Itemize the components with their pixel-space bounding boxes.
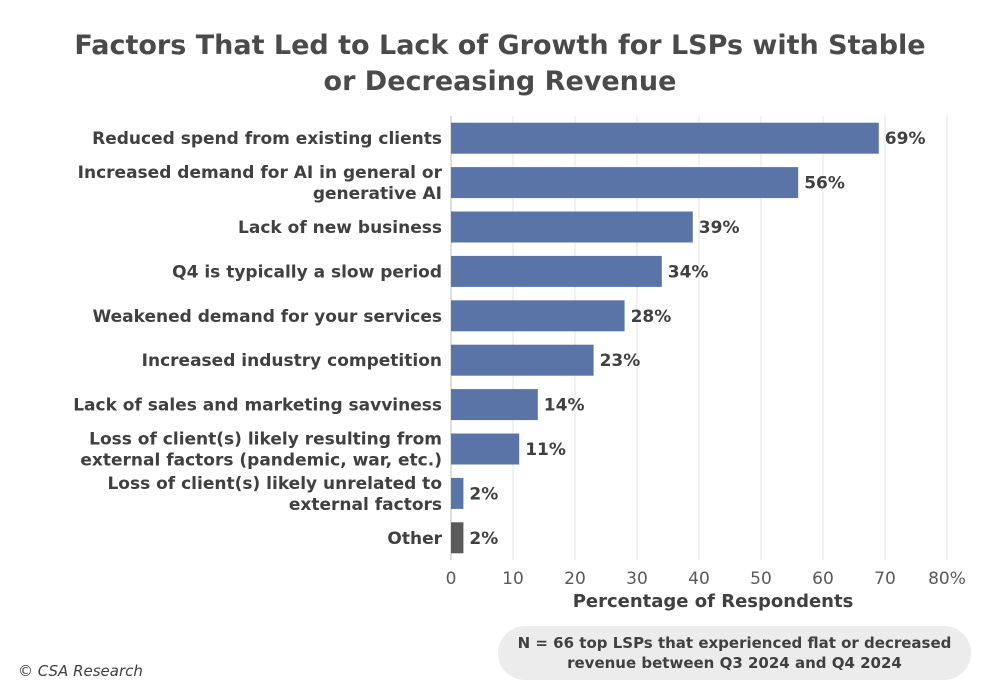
category-label: Increased demand for AI in general or [78, 163, 443, 183]
bar [451, 122, 879, 154]
category-label: external factors (pandemic, war, etc.) [80, 451, 442, 471]
x-tick-label: 80% [928, 569, 966, 589]
data-label: 14% [544, 396, 585, 416]
bar [451, 522, 464, 554]
data-label: 39% [699, 218, 740, 238]
copyright-credit: © CSA Research [18, 662, 143, 680]
data-label: 56% [804, 174, 845, 194]
bar [451, 389, 538, 421]
category-label: Increased industry competition [142, 351, 442, 371]
category-label: Loss of client(s) likely unrelated to [107, 474, 442, 494]
data-label: 2% [469, 484, 498, 504]
data-label: 34% [668, 262, 709, 282]
x-axis-title: Percentage of Respondents [573, 591, 854, 612]
category-label: Other [387, 529, 442, 549]
bar [451, 255, 662, 287]
data-label: 11% [525, 440, 566, 460]
chart-title: Factors That Led to Lack of Growth for L… [0, 28, 1000, 100]
chart-title-line-2: or Decreasing Revenue [323, 66, 677, 97]
sample-size-note: N = 66 top LSPs that experienced flat or… [498, 626, 971, 680]
data-label: 28% [631, 307, 672, 327]
category-label: Reduced spend from existing clients [92, 129, 442, 149]
x-tick-label: 0 [446, 569, 457, 589]
data-label: 23% [600, 351, 641, 371]
data-label: 69% [885, 129, 926, 149]
category-label: Lack of sales and marketing savviness [73, 396, 442, 416]
category-label: Weakened demand for your services [92, 307, 442, 327]
x-tick-label: 40 [688, 569, 710, 589]
x-tick-label: 50 [750, 569, 772, 589]
x-tick-label: 70 [874, 569, 896, 589]
bar [451, 167, 799, 199]
sample-size-note-line-2: revenue between Q3 2024 and Q4 2024 [567, 654, 902, 672]
bar [451, 300, 625, 332]
x-tick-label: 30 [626, 569, 648, 589]
bar [451, 211, 693, 243]
category-label: Lack of new business [238, 218, 442, 238]
category-label: Q4 is typically a slow period [172, 262, 442, 282]
bar [451, 477, 464, 509]
x-tick-label: 20 [564, 569, 586, 589]
chart-title-line-1: Factors That Led to Lack of Growth for L… [74, 30, 926, 61]
bar [451, 344, 594, 376]
sample-size-note-line-1: N = 66 top LSPs that experienced flat or… [517, 634, 952, 652]
category-label: external factors [289, 495, 442, 515]
data-label: 2% [469, 529, 498, 549]
x-tick-label: 60 [812, 569, 834, 589]
bar [451, 433, 520, 465]
bar-chart: 69% Reduced spend from existing clients 56… [73, 116, 966, 612]
x-tick-label: 10 [502, 569, 524, 589]
category-label: generative AI [313, 184, 442, 204]
category-label: Loss of client(s) likely resulting from [89, 430, 442, 450]
